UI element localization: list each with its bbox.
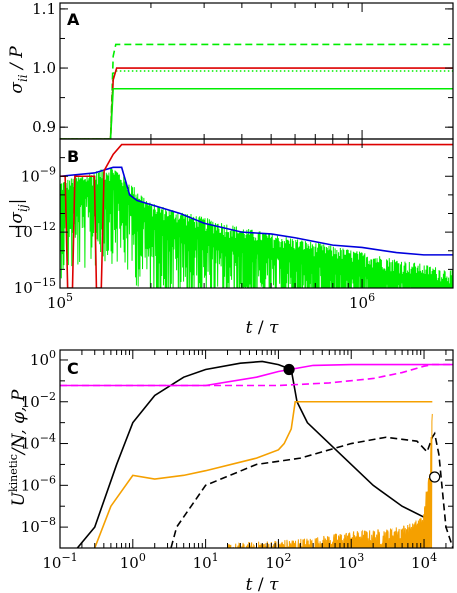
panel-c-ytick-label-4: 100 bbox=[30, 348, 56, 369]
panel-c-plot-area bbox=[60, 360, 453, 548]
panel-c-ylabel: Ukinetic/N, φ, P bbox=[7, 389, 29, 506]
panel-b-series-3 bbox=[60, 143, 453, 288]
panel-c-series-2 bbox=[170, 431, 453, 548]
panel-b-ytick-label-1: 10−12 bbox=[14, 220, 56, 241]
panel-c-series-1 bbox=[76, 360, 431, 548]
panel-b-xtick-label-0: 105 bbox=[47, 291, 73, 312]
panel-b-xlabel: t / τ bbox=[246, 318, 279, 338]
panel-c-xtick-label-4: 103 bbox=[338, 551, 364, 572]
panel-c-letter: C bbox=[67, 359, 79, 378]
panel-a-letter: A bbox=[67, 10, 80, 29]
panel-c-series-4 bbox=[60, 363, 453, 387]
panel-c-ytick-label-1: 10−6 bbox=[21, 473, 56, 494]
panel-c-series-5 bbox=[93, 400, 433, 548]
panel-c-xtick-label-2: 101 bbox=[193, 551, 219, 572]
panel-a-ytick-label-1: 1.0 bbox=[32, 59, 56, 77]
panel-a-series-1 bbox=[60, 43, 453, 139]
panel-c-series-6 bbox=[227, 413, 433, 548]
panel-b: 10−15 10−12 10−9 105 106 B |σij| t / τ bbox=[7, 138, 454, 338]
panel-c-xlabel: t / τ bbox=[246, 575, 279, 593]
panel-b-plot-area bbox=[60, 143, 453, 288]
panel-c-frame bbox=[59, 349, 454, 549]
panel-a-ytick-label-0: 0.9 bbox=[32, 118, 56, 136]
panel-c-marker-1 bbox=[283, 363, 295, 376]
panel-b-ytick-label-0: 10−15 bbox=[14, 276, 56, 297]
panel-c-xtick-label-0: 10−1 bbox=[42, 551, 77, 572]
panel-c-xtick-label-1: 100 bbox=[120, 551, 146, 572]
panel-c-xtick-label-3: 102 bbox=[265, 551, 291, 572]
panel-a-ylabel: σii / P bbox=[7, 46, 30, 94]
panel-a-series-2 bbox=[60, 70, 453, 139]
panel-b-ytick-label-2: 10−9 bbox=[21, 164, 56, 185]
panel-a-ytick-label-2: 1.1 bbox=[32, 0, 56, 18]
panel-a-series-3 bbox=[60, 67, 453, 139]
panel-c-marker-2 bbox=[429, 471, 441, 483]
panel-b-letter: B bbox=[67, 147, 79, 166]
panel-a-plot-area bbox=[60, 43, 453, 139]
panel-a-series-4 bbox=[60, 87, 453, 139]
panel-c-series-3 bbox=[60, 363, 453, 387]
panel-c-ytick-label-2: 10−4 bbox=[21, 432, 56, 453]
panel-a: 0.9 1.0 1.1 A σii / P bbox=[7, 0, 454, 140]
panel-b-series-2 bbox=[60, 166, 453, 256]
panel-b-xtick-label-1: 106 bbox=[349, 291, 375, 312]
panel-c-ytick-label-0: 10−8 bbox=[21, 515, 56, 536]
panel-b-ylabel: |σij| bbox=[7, 199, 30, 230]
panel-c-xtick-label-5: 104 bbox=[411, 551, 437, 572]
panel-c-ytick-label-3: 10−2 bbox=[21, 390, 56, 411]
panel-c: 10−8 10−6 10−4 10−2 100 10−1 100 101 102 103 104 C… bbox=[7, 348, 454, 593]
